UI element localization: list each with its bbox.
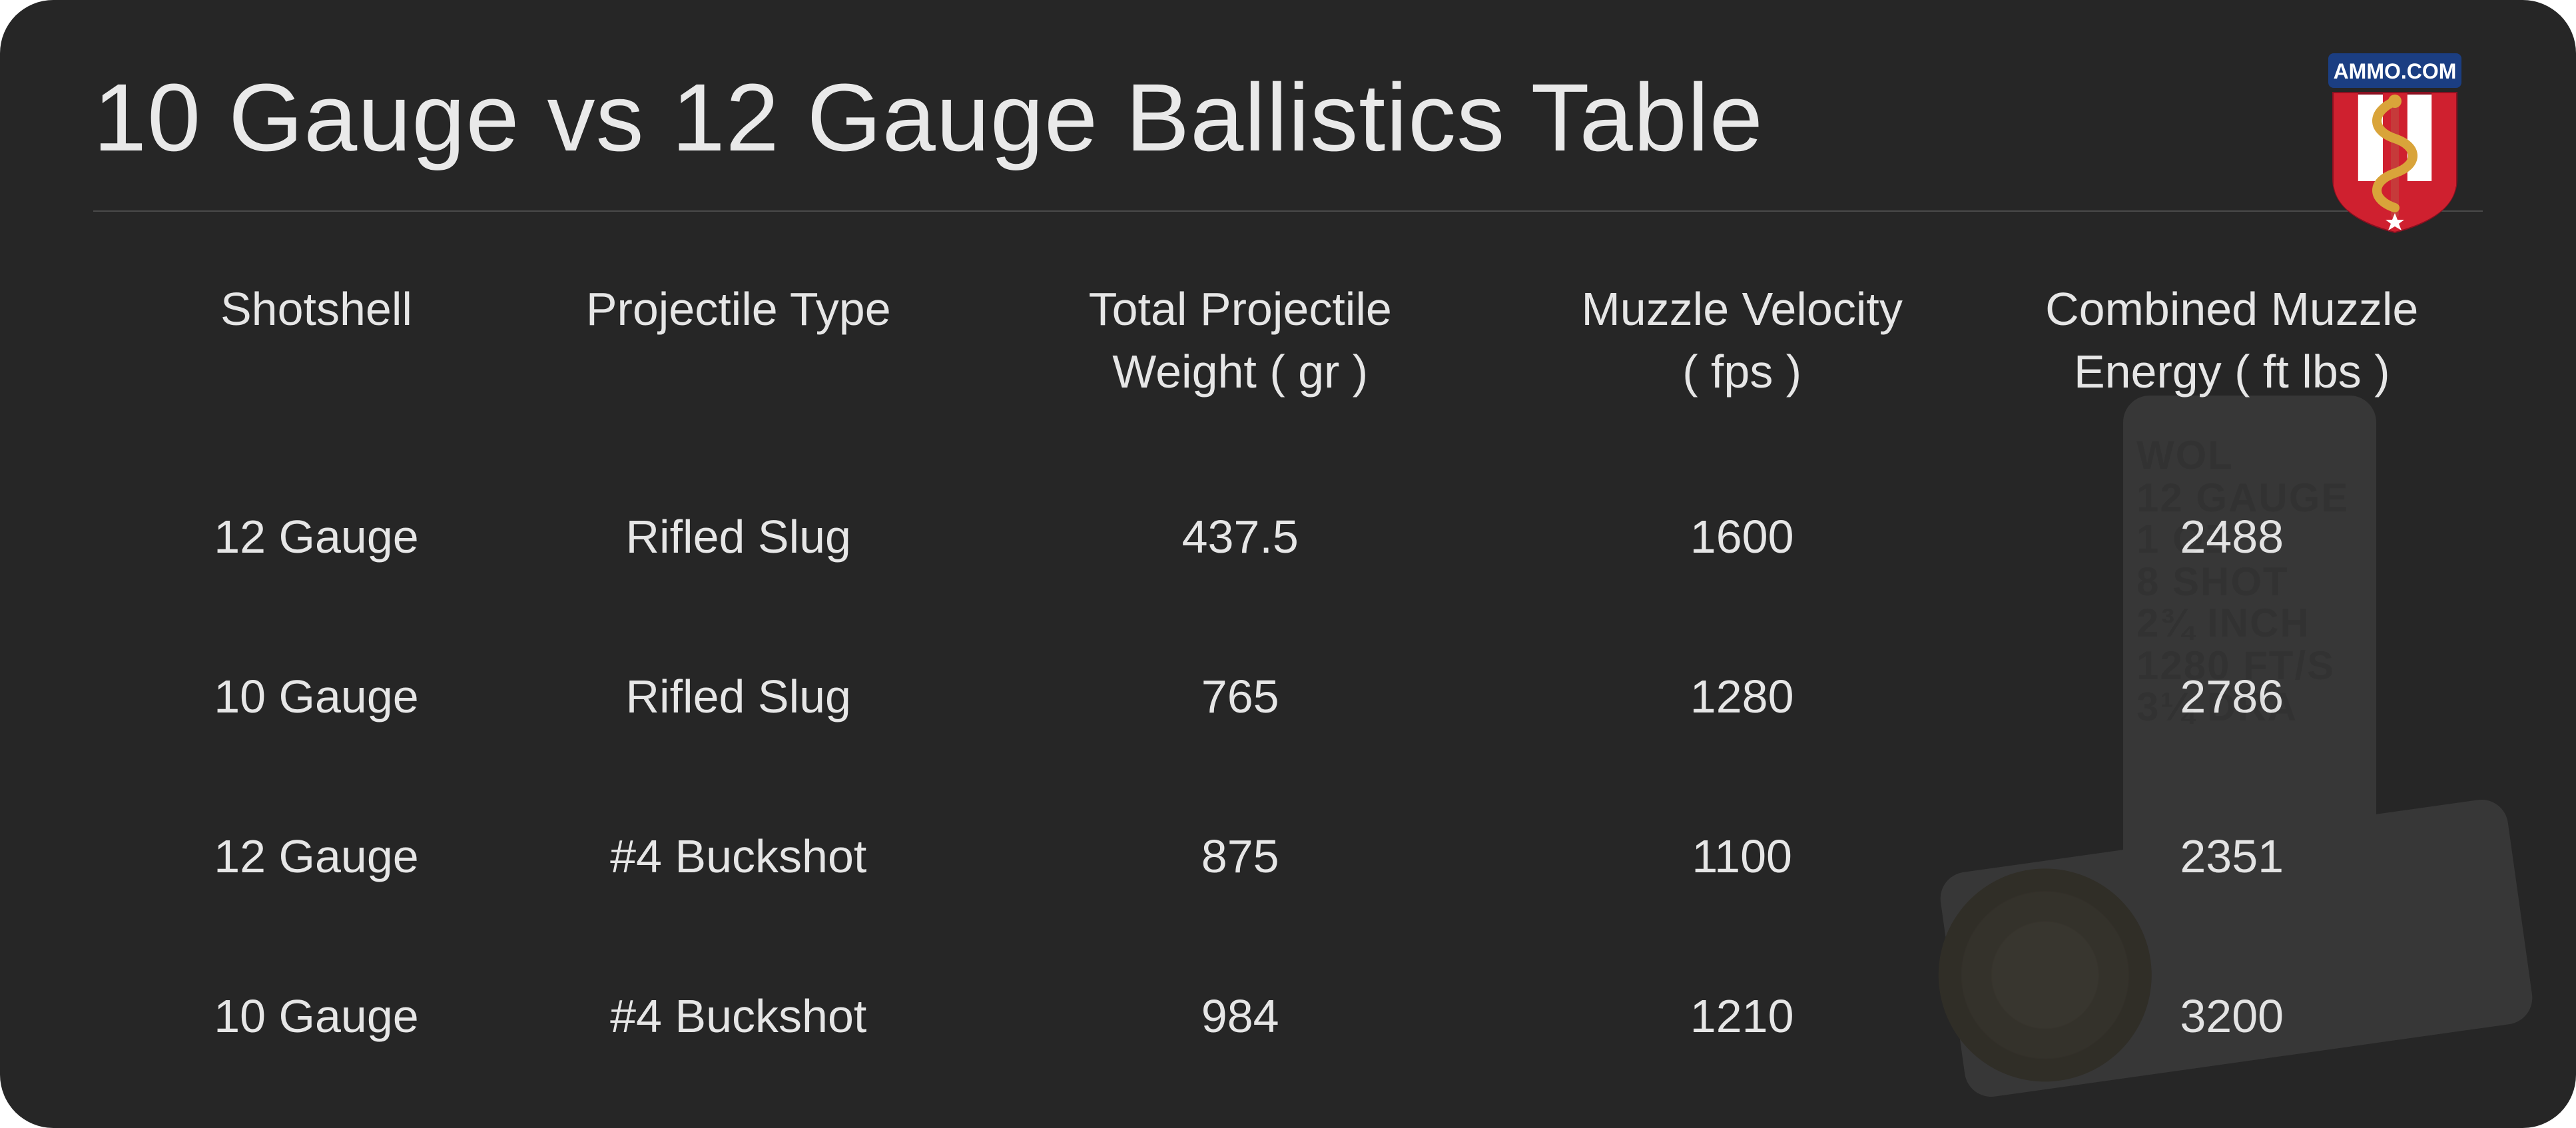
cell-shotshell: 12 Gauge [93, 457, 499, 617]
cell-shotshell: 10 Gauge [93, 937, 499, 1097]
cell-weight: 437.5 [978, 457, 1503, 617]
cell-shotshell: 12 Gauge [93, 777, 499, 937]
cell-weight: 765 [978, 617, 1503, 777]
background-shells-decoration: WOL 12 GAUGE 1 OZ 8 SHOT 2¾ INCH 1280 FT… [1777, 396, 2523, 1088]
cell-projectile: #4 Buckshot [499, 777, 978, 937]
cell-weight: 875 [978, 777, 1503, 937]
page-title: 10 Gauge vs 12 Gauge Ballistics Table [93, 64, 2483, 173]
cell-projectile: Rifled Slug [499, 617, 978, 777]
ballistics-card: AMMO.COM WOL 12 GAUGE 1 OZ 8 SHOT 2¾ INC… [0, 0, 2576, 1128]
shell-label-text: WOL 12 GAUGE 1 OZ 8 SHOT 2¾ INCH 1280 FT… [2136, 435, 2350, 729]
col-header-weight: Total Projectile Weight ( gr ) [978, 252, 1503, 457]
cell-weight: 984 [978, 937, 1503, 1097]
cell-projectile: Rifled Slug [499, 457, 978, 617]
cell-shotshell: 10 Gauge [93, 617, 499, 777]
title-rule [93, 210, 2483, 212]
cell-projectile: #4 Buckshot [499, 937, 978, 1097]
col-header-projectile-type: Projectile Type [499, 252, 978, 457]
brand-logo-text: AMMO.COM [2334, 59, 2457, 83]
col-header-shotshell: Shotshell [93, 252, 499, 457]
brand-logo: AMMO.COM [2318, 48, 2472, 234]
